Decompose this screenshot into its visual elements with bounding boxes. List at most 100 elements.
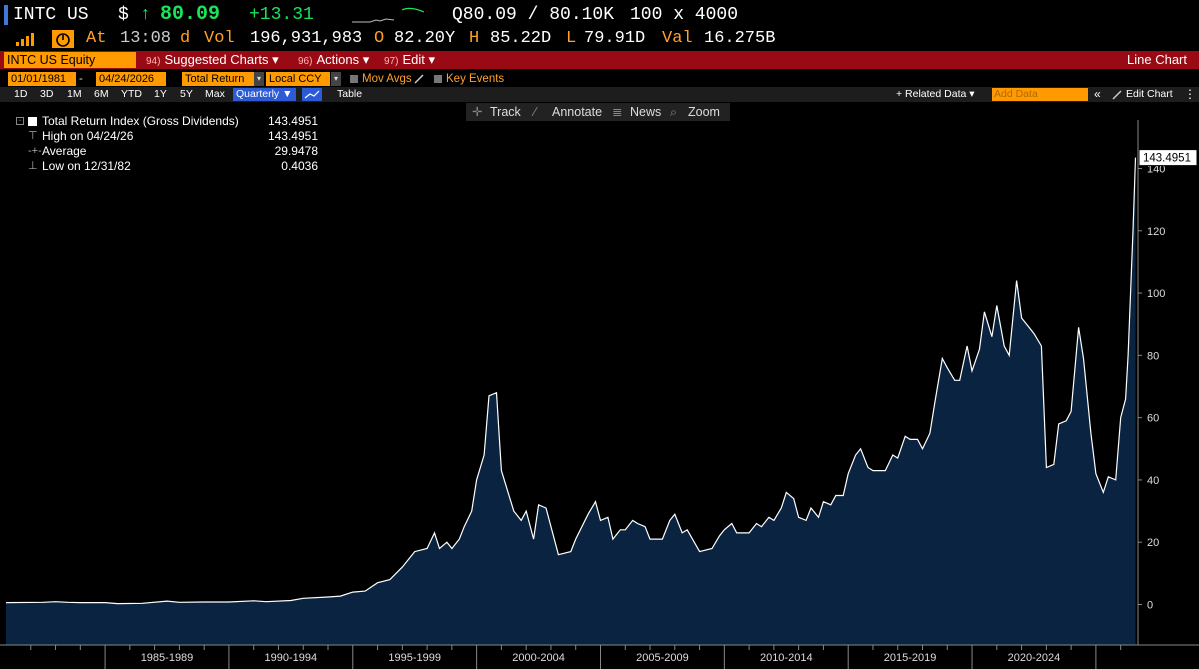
related-data-menu[interactable]: + Related Data ▾: [896, 88, 975, 100]
y-tick-label: 140: [1147, 163, 1165, 175]
vol-label: Vol: [204, 29, 235, 48]
range-5y-button[interactable]: 5Y: [180, 88, 193, 100]
collapse-toggle-icon[interactable]: −: [16, 117, 24, 125]
legend-row-average: -+- Average 29.9478: [14, 144, 324, 159]
average-label: Average: [42, 144, 87, 158]
key-events-label[interactable]: Key Events: [446, 73, 505, 85]
range-3d-button[interactable]: 3D: [40, 88, 54, 100]
x-tick-label: 1995-1999: [388, 652, 441, 664]
suggested-charts-menu[interactable]: 94) Suggested Charts ▾: [146, 51, 279, 69]
volume-bars-icon: [16, 33, 34, 46]
menu-number: 97): [384, 56, 399, 67]
edit-menu[interactable]: 97) Edit ▾: [384, 51, 435, 69]
chart-legend: − Total Return Index (Gross Dividends) 1…: [14, 114, 324, 174]
high-value: 143.4951: [267, 129, 318, 143]
chevron-down-icon: ▾: [272, 52, 279, 67]
zoom-icon[interactable]: ⌕: [670, 105, 678, 119]
series-value: 143.4951: [267, 114, 318, 128]
y-tick-label: 20: [1147, 537, 1159, 549]
open-value: 82.20Y: [394, 29, 456, 48]
low-marker-icon: ⊥: [28, 160, 38, 172]
line-chart-icon[interactable]: [302, 88, 322, 101]
range-toolbar: 1D 3D 1M 6M YTD 1Y 5Y Max Quarterly ▼ Ta…: [0, 87, 1199, 102]
traded-value: 16.275B: [704, 29, 776, 48]
track-button[interactable]: Track: [490, 105, 521, 119]
annotate-button[interactable]: Annotate: [552, 105, 603, 119]
currency-field[interactable]: Local CCY: [266, 72, 330, 86]
y-tick-label: 100: [1147, 288, 1165, 300]
edit-chart-button[interactable]: Edit Chart: [1126, 88, 1173, 100]
x-tick-label: 2010-2014: [760, 652, 813, 664]
last-value-tag: [1138, 149, 1198, 167]
annotate-icon[interactable]: ⁄: [534, 105, 537, 119]
ticker-symbol[interactable]: INTC US: [13, 5, 89, 25]
security-field[interactable]: INTC US Equity: [4, 52, 136, 68]
menu-number: 96): [298, 56, 313, 67]
date-range-dash: -: [79, 73, 83, 85]
chart-tools-bar: ✛ Track ⁄ Annotate ≣ News ⌕ Zoom: [466, 103, 730, 121]
menu-label: Actions: [316, 52, 360, 67]
x-tick-label: 2015-2019: [884, 652, 937, 664]
bid-ask: Q80.09 / 80.10K: [452, 5, 615, 25]
high-label: H: [469, 29, 480, 48]
x-tick-label: 2020-2024: [1008, 652, 1061, 664]
start-date-field[interactable]: 01/01/1981: [8, 72, 76, 86]
pencil-icon: [1112, 90, 1122, 100]
range-max-button[interactable]: Max: [205, 88, 225, 100]
legend-row-high: ⊤ High on 04/24/26 143.4951: [14, 129, 324, 144]
x-tick-label: 1990-1994: [265, 652, 318, 664]
range-1y-button[interactable]: 1Y: [154, 88, 167, 100]
low-label: L: [566, 29, 577, 48]
price-change: +13.31: [249, 5, 314, 25]
track-icon[interactable]: ✛: [472, 105, 483, 119]
last-value-label: 143.4951: [1143, 153, 1191, 165]
mov-avgs-label[interactable]: Mov Avgs: [362, 73, 412, 85]
quote-time: 13:08: [120, 29, 172, 48]
low-value: 79.91D: [584, 29, 646, 48]
last-price: 80.09: [160, 3, 221, 26]
parameter-bar: 01/01/1981 - 04/24/2026 Total Return ▾ L…: [0, 71, 1199, 87]
chevron-down-icon[interactable]: ▾: [254, 72, 264, 86]
range-ytd-button[interactable]: YTD: [121, 88, 142, 100]
chevron-down-icon: ▾: [428, 52, 436, 67]
bid-ask-size: 100 x 4000: [630, 5, 739, 25]
zoom-button[interactable]: Zoom: [688, 105, 720, 119]
high-value: 85.22D: [490, 29, 552, 48]
chevron-down-icon[interactable]: ▾: [331, 72, 341, 86]
key-events-checkbox[interactable]: [434, 75, 442, 83]
currency-symbol: $: [118, 5, 129, 25]
menu-label: Edit: [402, 52, 425, 67]
actions-menu[interactable]: 96) Actions ▾: [298, 51, 369, 69]
input-cursor: [4, 5, 8, 25]
at-label: At: [86, 29, 107, 48]
chevron-down-icon: ▾: [362, 52, 370, 67]
end-date-field[interactable]: 04/24/2026: [96, 72, 166, 86]
series-name: Total Return Index (Gross Dividends): [42, 114, 239, 128]
quote-line-1: INTC US $ ↑ 80.09 +13.31 Q80.09 / 80.10K…: [0, 4, 1199, 26]
mov-avgs-checkbox[interactable]: [350, 75, 358, 83]
series-line: [5, 157, 1137, 605]
collapse-icon[interactable]: «: [1094, 87, 1101, 101]
menu-label: Suggested Charts: [164, 52, 269, 67]
low-value: 0.4036: [281, 159, 318, 173]
news-icon[interactable]: ≣: [612, 105, 623, 119]
more-options-icon[interactable]: ⋮: [1184, 87, 1196, 101]
x-tick-label: 2000-2004: [512, 652, 565, 664]
menu-number: 94): [146, 56, 161, 67]
exchange-status-icon[interactable]: [52, 30, 74, 48]
legend-row-series[interactable]: − Total Return Index (Gross Dividends) 1…: [14, 114, 324, 129]
table-button[interactable]: Table: [337, 88, 363, 100]
range-6m-button[interactable]: 6M: [94, 88, 109, 100]
low-label: Low on 12/31/82: [42, 159, 131, 173]
range-1m-button[interactable]: 1M: [67, 88, 82, 100]
periodicity-select[interactable]: Quarterly ▼: [233, 88, 296, 101]
high-marker-icon: ⊤: [28, 130, 38, 142]
pencil-icon[interactable]: [414, 74, 424, 84]
news-button[interactable]: News: [630, 105, 662, 119]
chart-type-title: Line Chart: [1127, 52, 1187, 67]
add-data-input[interactable]: Add Data: [992, 88, 1088, 101]
return-type-field[interactable]: Total Return: [182, 72, 254, 86]
y-tick-label: 40: [1147, 475, 1159, 487]
range-1d-button[interactable]: 1D: [14, 88, 28, 100]
